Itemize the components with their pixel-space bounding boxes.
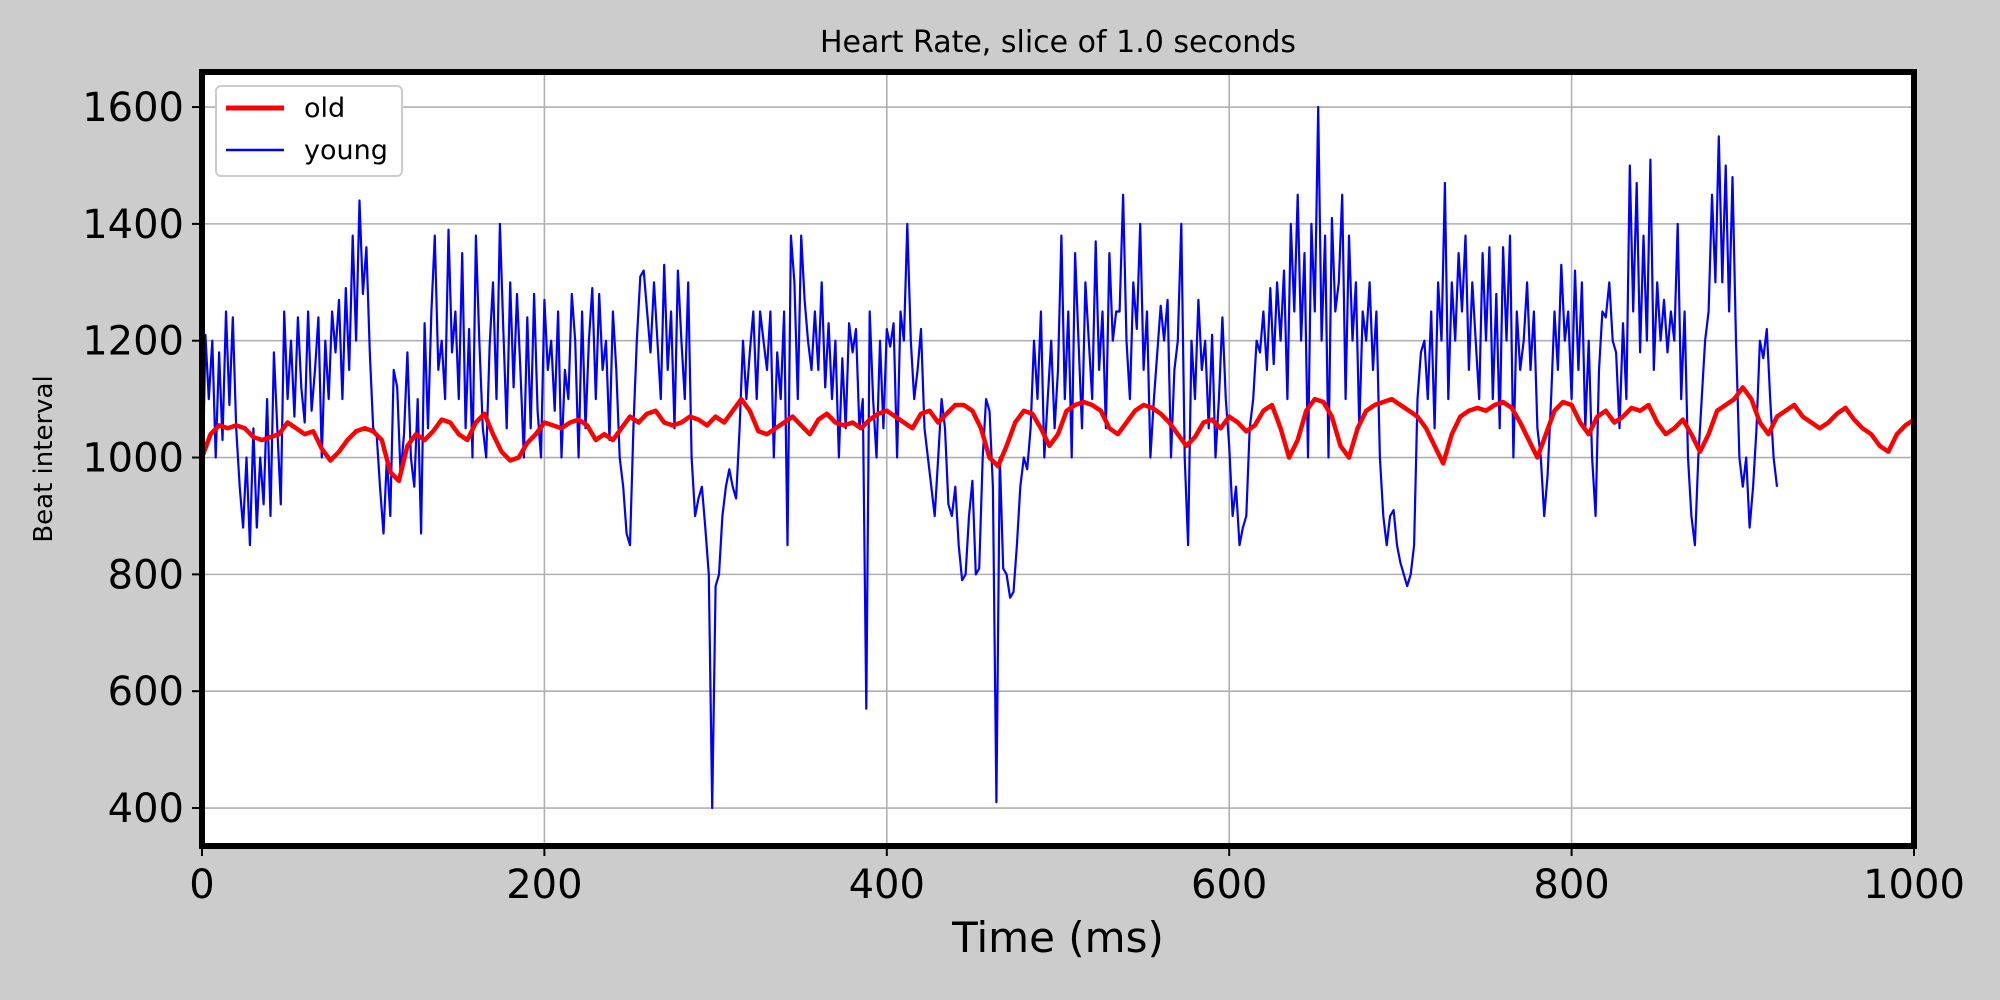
- plot-frame: [199, 69, 1917, 849]
- x-tick-label: 400: [849, 862, 925, 908]
- x-tick-label: 0: [189, 862, 214, 908]
- series-line-old: [199, 385, 1916, 484]
- y-tick-label: 800: [108, 552, 184, 598]
- legend-label-old: old: [304, 93, 345, 124]
- series-layer: [199, 105, 1916, 810]
- y-tick-label: 1000: [82, 436, 184, 482]
- legend-label-young: young: [304, 135, 388, 166]
- y-tick-label: 1600: [82, 85, 184, 131]
- y-tick-label: 1200: [82, 319, 184, 365]
- plot-area: [202, 72, 1914, 846]
- chart-title: Heart Rate, slice of 1.0 seconds: [820, 25, 1296, 60]
- y-tick-label: 1400: [82, 202, 184, 248]
- x-tick-label: 600: [1191, 862, 1267, 908]
- x-axis-label: Time (ms): [951, 913, 1164, 962]
- y-tick-label: 400: [108, 786, 184, 832]
- x-tick-label: 200: [506, 862, 582, 908]
- x-tick-label: 1000: [1863, 862, 1965, 908]
- axis-ticks: 0 200 400 600 800 1000 400 600 800 1000 1200 1400 16…: [82, 85, 1965, 908]
- legend: old young: [215, 85, 403, 177]
- y-axis-label: Beat interval: [29, 375, 59, 542]
- y-tick-label: 600: [108, 669, 184, 715]
- x-tick-label: 800: [1533, 862, 1609, 908]
